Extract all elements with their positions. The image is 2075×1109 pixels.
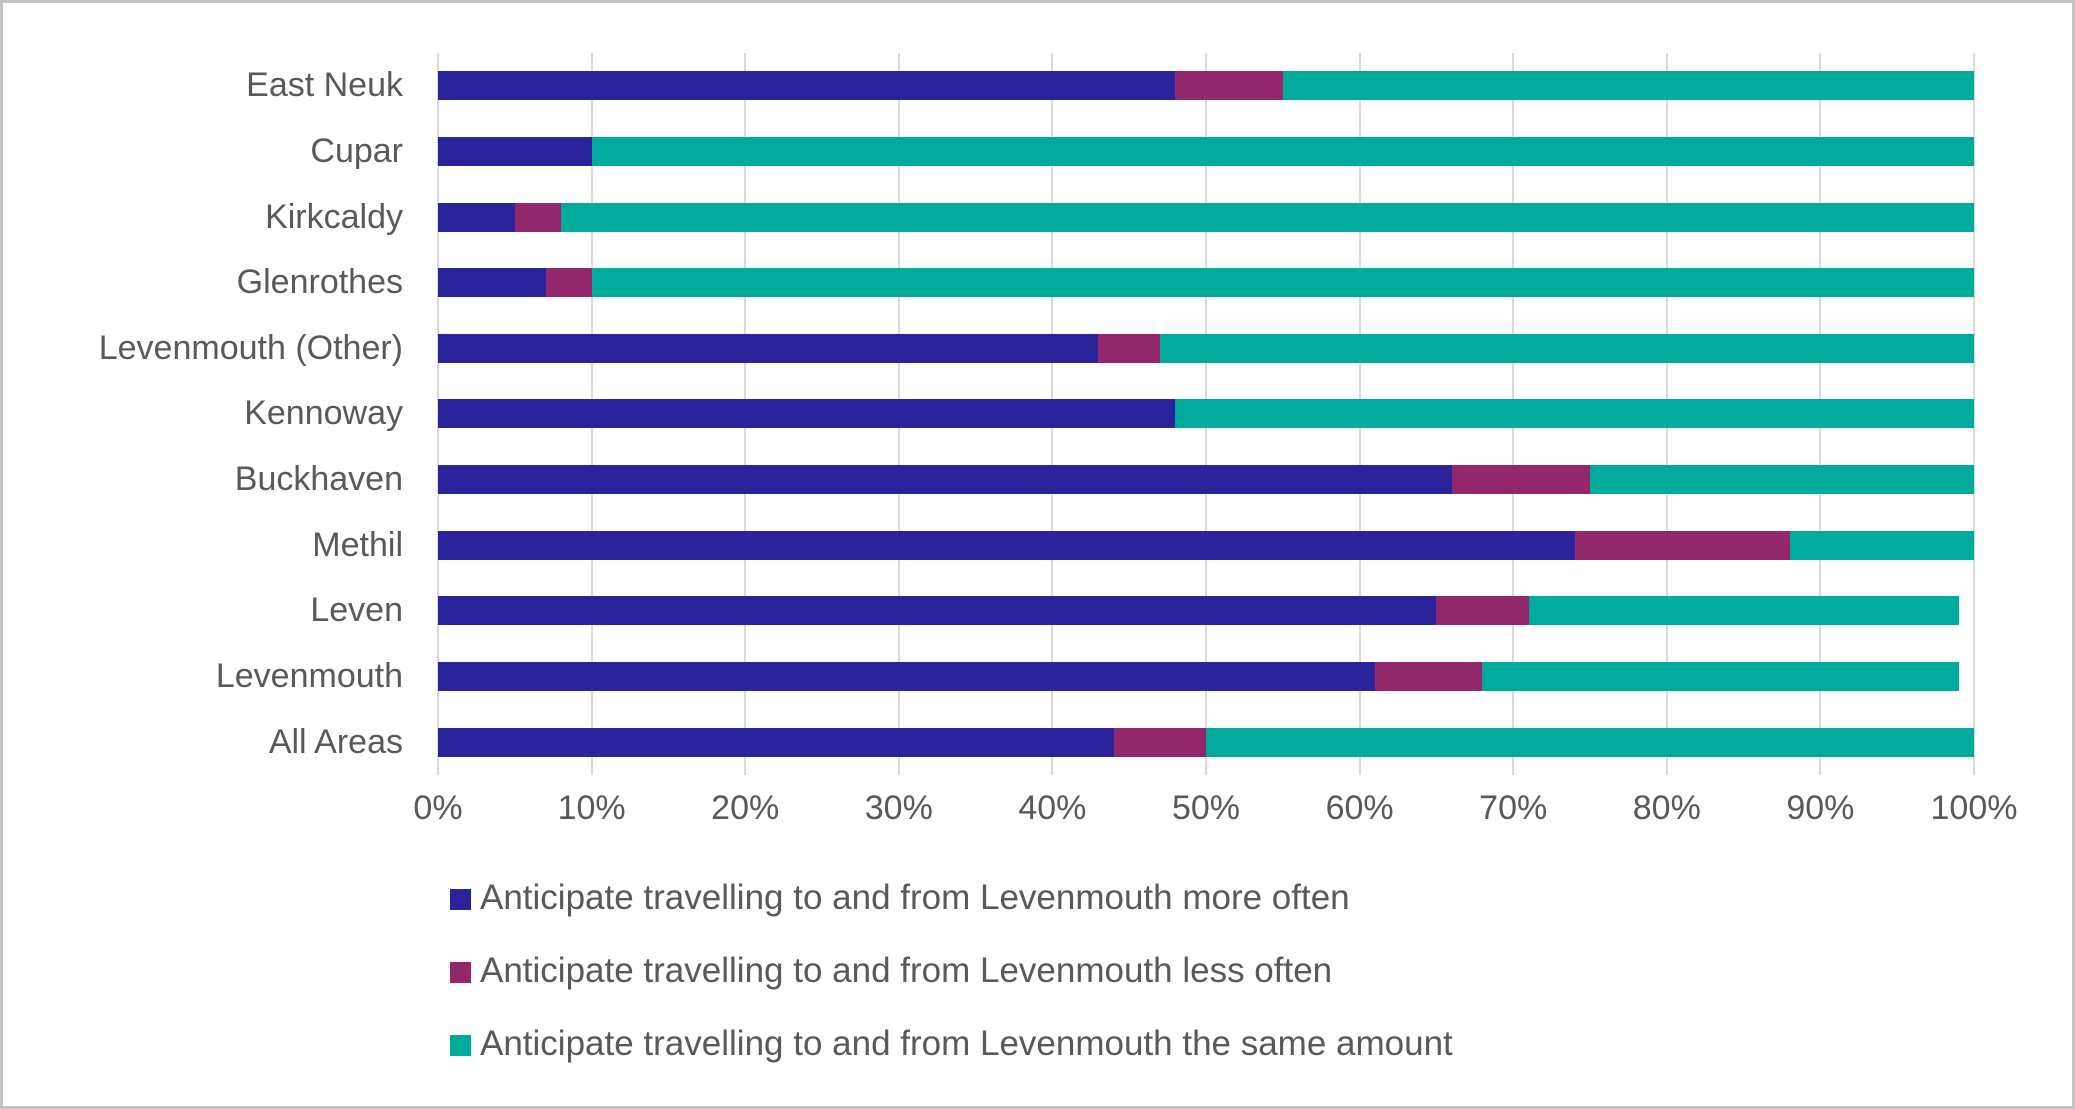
category-label: Kirkcaldy <box>265 197 403 236</box>
category-label: Methil <box>312 525 403 564</box>
x-tick-label: 50% <box>1171 789 1241 827</box>
x-tick-label: 70% <box>1479 789 1548 827</box>
legend-swatch-icon <box>450 888 471 910</box>
bar-segment-series-3 <box>1789 530 1974 560</box>
bar-segment-series-1 <box>438 596 1437 626</box>
stacked-bar <box>438 71 1974 101</box>
stacked-bar <box>438 465 1974 495</box>
bar-segment-series-3 <box>1159 333 1974 363</box>
bar-segment-series-3 <box>591 136 1974 166</box>
bar-segment-series-2 <box>1175 71 1283 101</box>
stacked-bar <box>438 530 1974 560</box>
bar-row-east-neuk <box>438 53 1974 119</box>
bar-segment-series-2 <box>1098 333 1160 363</box>
stacked-bar <box>438 333 1974 363</box>
bar-segment-series-1 <box>438 136 592 166</box>
bar-segment-series-2 <box>545 268 592 298</box>
bar-segment-series-1 <box>438 202 515 232</box>
x-tick-label: 30% <box>864 789 933 827</box>
stacked-bar <box>438 662 1974 692</box>
bar-segment-series-2 <box>1374 662 1483 692</box>
x-tick-label: 20% <box>711 789 780 827</box>
x-axis: 0% 10% 20% 30% 40% 50% 60% 70% 80% 90% 100% <box>3 789 2072 839</box>
legend: Anticipate travelling to and from Levenm… <box>450 875 1453 1094</box>
bar-row-levenmouth-other- <box>438 316 1974 382</box>
bar-segment-series-1 <box>438 333 1099 363</box>
bar-segment-series-1 <box>438 465 1452 495</box>
x-tick-label: 40% <box>1018 789 1087 827</box>
bar-row-kirkcaldy <box>438 184 1974 250</box>
legend-label: Anticipate travelling to and from Levenm… <box>480 1024 1453 1063</box>
legend-label: Anticipate travelling to and from Levenm… <box>480 878 1350 917</box>
legend-item-3: Anticipate travelling to and from Levenm… <box>450 1021 1453 1067</box>
bar-row-methil <box>438 512 1974 578</box>
bar-row-all-areas <box>438 709 1974 775</box>
category-label: Leven <box>310 591 403 630</box>
legend-label: Anticipate travelling to and from Levenm… <box>480 951 1333 990</box>
x-tick-label: 10% <box>557 789 626 827</box>
legend-swatch-icon <box>450 961 471 983</box>
bar-row-glenrothes <box>438 250 1974 316</box>
plot-area <box>437 53 1975 775</box>
bar-row-kennoway <box>438 381 1974 447</box>
legend-item-2: Anticipate travelling to and from Levenm… <box>450 948 1453 994</box>
legend-swatch-icon <box>450 1034 471 1056</box>
x-tick-label: 0% <box>413 789 463 827</box>
bar-segment-series-1 <box>438 71 1176 101</box>
category-label: East Neuk <box>246 66 403 105</box>
bar-segment-series-1 <box>438 662 1375 692</box>
bar-segment-series-3 <box>1175 399 1974 429</box>
bar-segment-series-3 <box>1282 71 1974 101</box>
bar-row-levenmouth <box>438 644 1974 710</box>
category-label: Kennoway <box>244 394 403 433</box>
legend-item-1: Anticipate travelling to and from Levenm… <box>450 875 1453 921</box>
bar-segment-series-3 <box>1528 596 1959 626</box>
category-label: Levenmouth <box>215 657 403 696</box>
bar-segment-series-3 <box>1205 727 1974 757</box>
bar-segment-series-2 <box>1451 465 1590 495</box>
bar-row-buckhaven <box>438 447 1974 513</box>
stacked-bar <box>438 136 1974 166</box>
x-tick-label: 80% <box>1632 789 1701 827</box>
stacked-bar <box>438 399 1974 429</box>
category-label: Glenrothes <box>236 263 403 302</box>
bar-segment-series-3 <box>591 268 1974 298</box>
gridline-100% <box>1973 53 1975 775</box>
bar-segment-series-3 <box>1482 662 1959 692</box>
bar-segment-series-3 <box>560 202 1974 232</box>
bar-segment-series-2 <box>1436 596 1529 626</box>
stacked-bar <box>438 202 1974 232</box>
bar-segment-series-1 <box>438 530 1575 560</box>
bar-segment-series-2 <box>514 202 561 232</box>
bar-row-leven <box>438 578 1974 644</box>
stacked-bar <box>438 727 1974 757</box>
category-axis: East Neuk Cupar Kirkcaldy Glenrothes Levenmo… <box>3 53 403 775</box>
bar-segment-series-1 <box>438 727 1114 757</box>
bar-segment-series-1 <box>438 268 546 298</box>
bar-segment-series-1 <box>438 399 1176 429</box>
category-label: All Areas <box>268 722 403 761</box>
category-label: Levenmouth (Other) <box>98 328 403 367</box>
bar-row-cupar <box>438 119 1974 185</box>
category-label: Buckhaven <box>234 460 403 499</box>
bar-segment-series-2 <box>1574 530 1790 560</box>
stacked-bar <box>438 268 1974 298</box>
x-tick-label: 60% <box>1325 789 1394 827</box>
bar-segment-series-3 <box>1589 465 1974 495</box>
x-tick-label: 100% <box>1930 789 2018 827</box>
bar-segment-series-2 <box>1113 727 1206 757</box>
stacked-bar <box>438 596 1974 626</box>
category-label: Cupar <box>310 131 403 170</box>
x-tick-label: 90% <box>1786 789 1855 827</box>
